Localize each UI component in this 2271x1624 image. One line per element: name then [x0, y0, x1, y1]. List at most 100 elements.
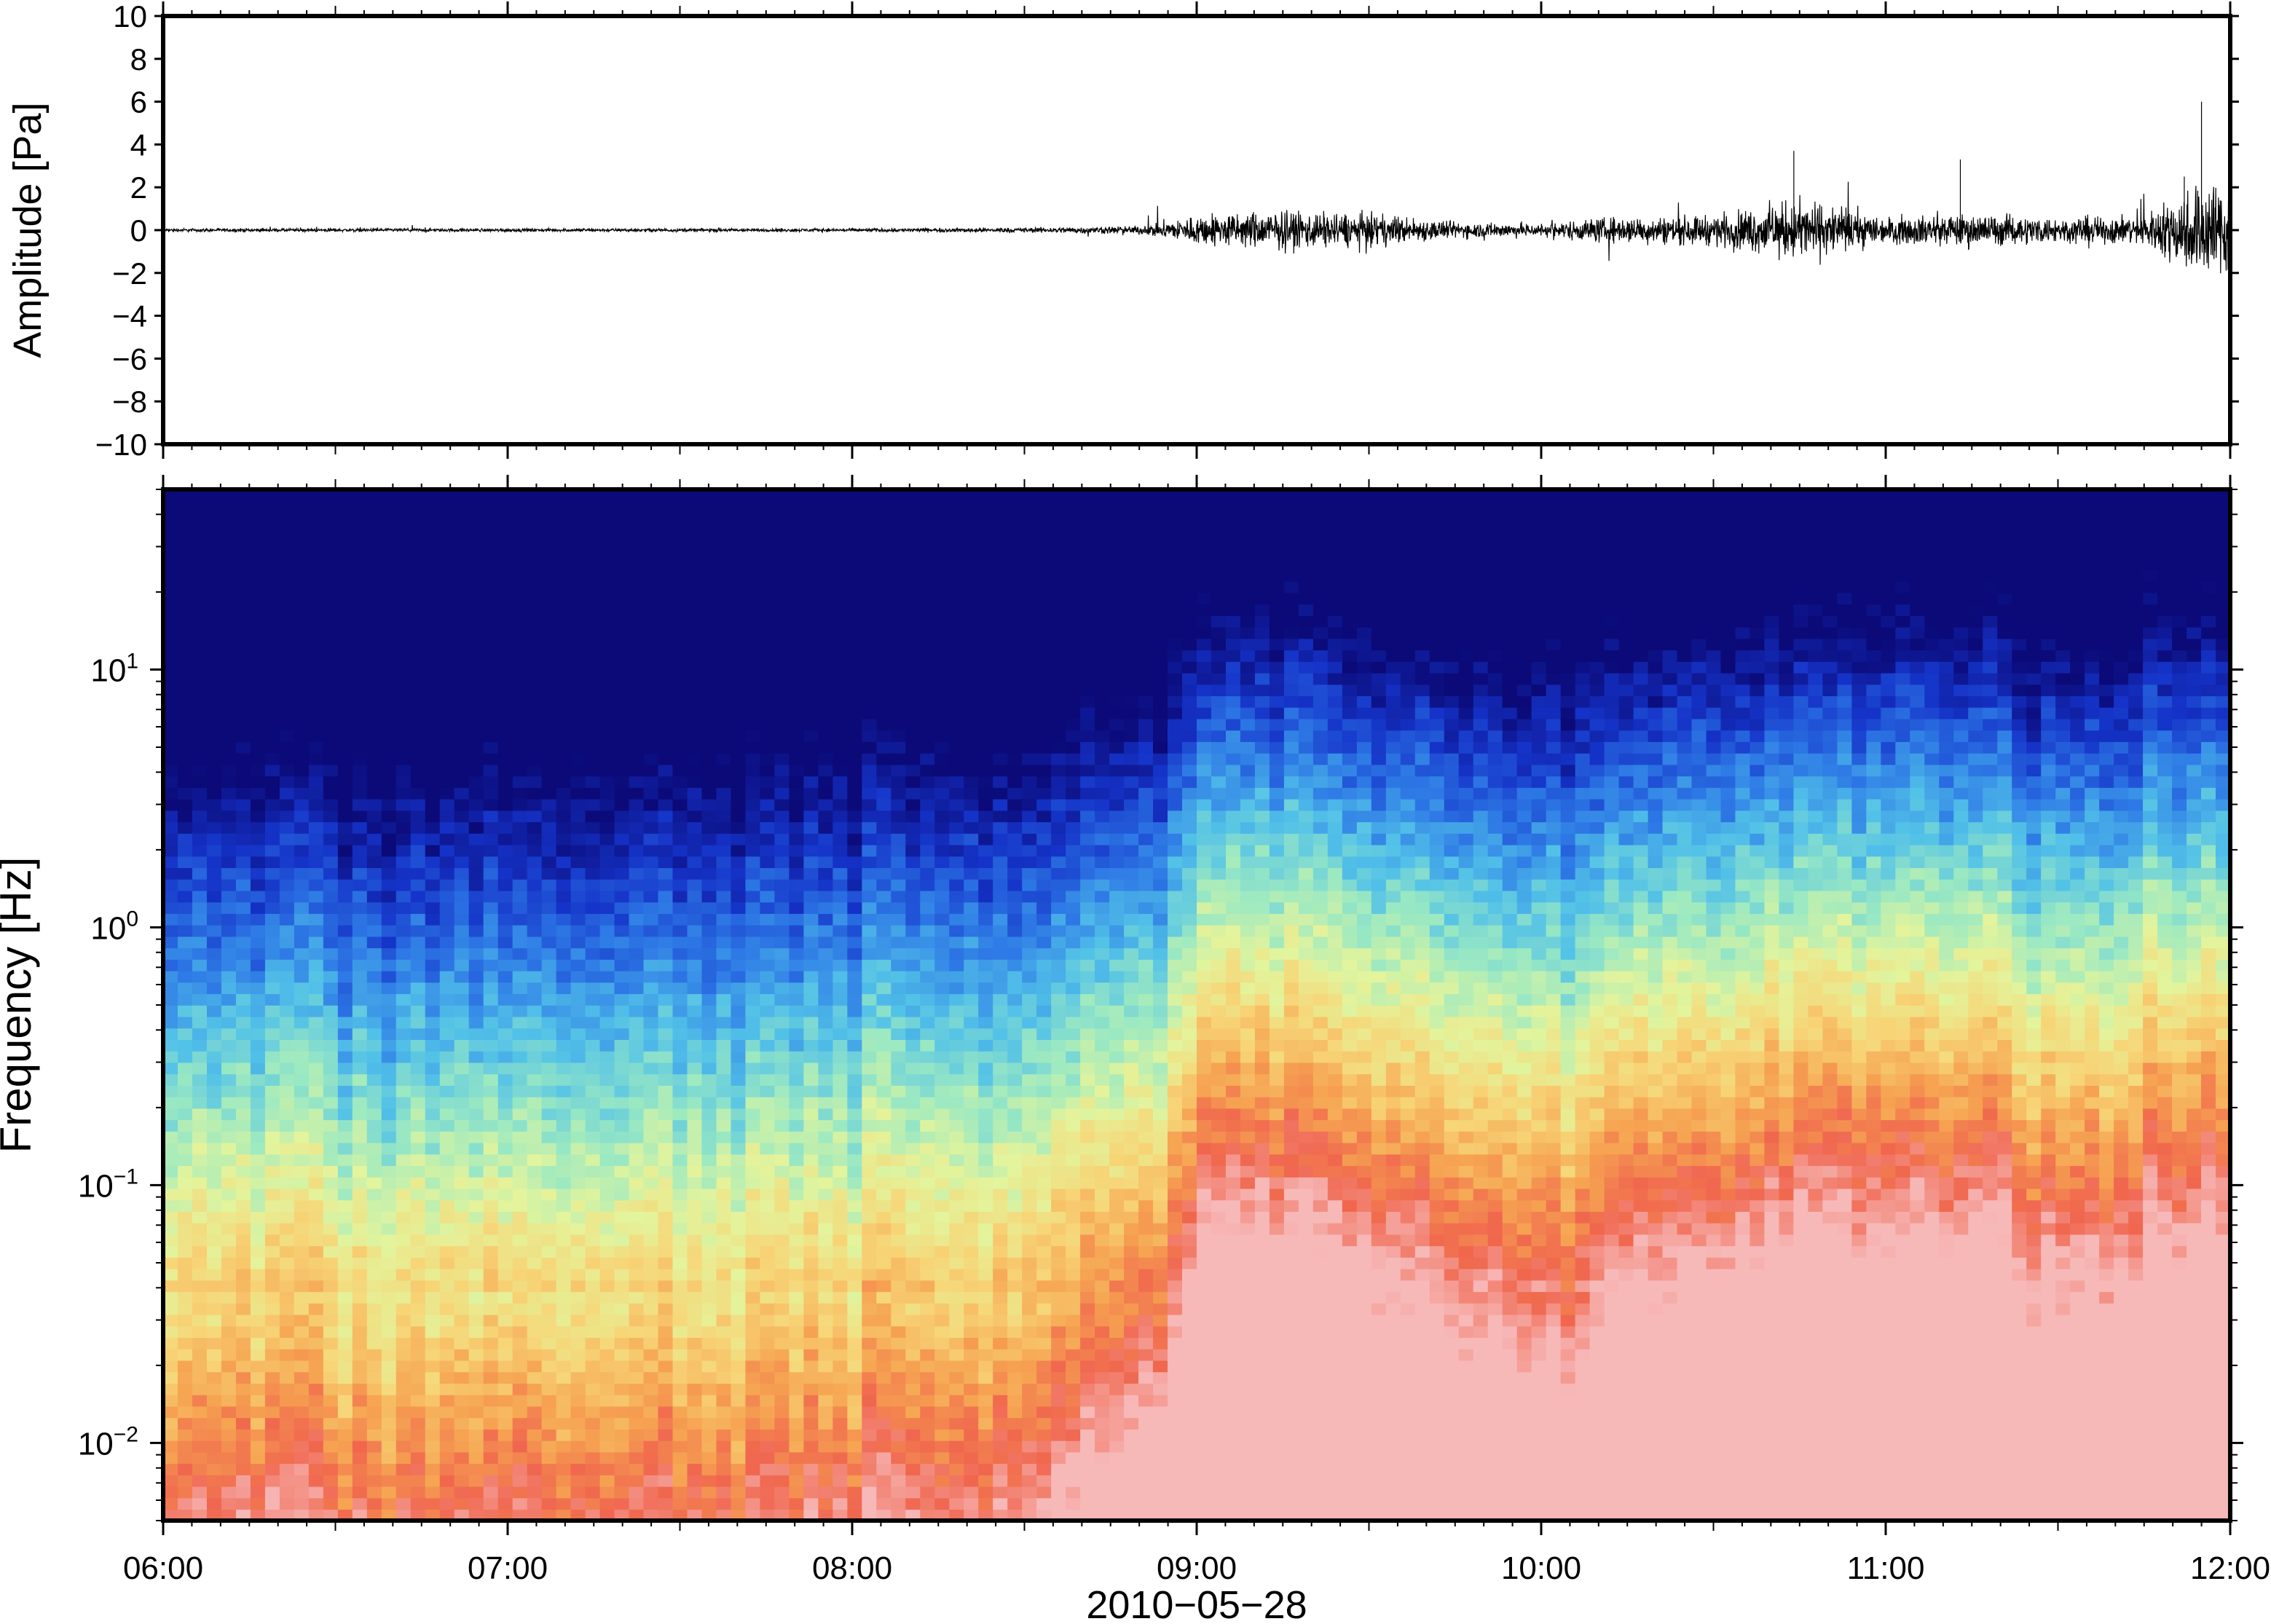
spectrogram-cell	[760, 1463, 776, 1475]
spectrogram-cell	[323, 546, 339, 559]
spectrogram-cell	[264, 1119, 280, 1132]
spectrogram-cell	[439, 1108, 455, 1121]
spectrogram-cell	[818, 604, 834, 616]
spectrogram-cell	[308, 672, 324, 685]
spectrogram-cell	[468, 741, 484, 754]
spectrogram-cell	[294, 1245, 310, 1258]
spectrogram-cell	[163, 1142, 178, 1155]
spectrogram-cell	[192, 1131, 208, 1143]
spectrogram-cell	[250, 672, 266, 685]
spectrogram-cell	[527, 535, 543, 548]
spectrogram-cell	[206, 524, 222, 536]
spectrogram-cell	[599, 535, 615, 548]
spectrogram-cell	[483, 1211, 499, 1223]
spectrogram-cell	[833, 638, 849, 651]
spectrogram-cell	[177, 1005, 193, 1017]
spectrogram-cell	[235, 1154, 251, 1167]
spectrogram-cell	[803, 776, 819, 788]
spectrogram-cell	[731, 695, 747, 708]
spectrogram-cell	[629, 638, 645, 651]
spectrogram-cell	[294, 730, 310, 742]
spectrogram-cell	[599, 1314, 615, 1327]
spectrogram-cell	[454, 1005, 470, 1017]
spectrogram-cell	[235, 546, 251, 559]
spectrogram-cell	[425, 776, 441, 788]
spectrogram-cell	[264, 1291, 280, 1304]
spectrogram-cell	[395, 1429, 412, 1441]
spectrogram-cell	[250, 546, 266, 559]
spectrogram-cell	[512, 1406, 528, 1419]
spectrogram-cell	[323, 1142, 339, 1155]
spectrogram-cell	[192, 512, 208, 524]
spectrogram-cell	[279, 947, 295, 960]
spectrogram-cell	[163, 661, 178, 674]
spectrogram-cell	[425, 546, 441, 559]
spectrogram-cell	[264, 798, 280, 811]
spectrogram-cell	[672, 787, 688, 800]
spectrogram-cell	[833, 1131, 849, 1143]
spectrogram-cell	[731, 1475, 747, 1487]
spectrogram-cell	[731, 1005, 747, 1017]
spectrogram-cell	[294, 890, 310, 903]
spectrogram-cell	[599, 1383, 615, 1395]
spectrogram-cell	[381, 592, 397, 605]
spectrogram-cell	[541, 1440, 557, 1453]
spectrogram-cell	[614, 878, 630, 891]
spectrogram-cell	[352, 718, 368, 731]
spectrogram-cell	[352, 604, 368, 616]
spectrogram-cell	[366, 638, 382, 651]
spectrogram-cell	[833, 1073, 849, 1086]
spectrogram-cell	[789, 1440, 805, 1453]
spectrogram-cell	[920, 1050, 936, 1063]
spectrogram-cell	[250, 580, 266, 594]
spectrogram-cell	[891, 776, 907, 788]
spectrogram-cell	[381, 867, 397, 880]
spectrogram-cell	[352, 890, 368, 903]
spectrogram-cell	[352, 1199, 368, 1212]
spectrogram-cell	[614, 1108, 630, 1121]
spectrogram-cell	[395, 1108, 412, 1121]
spectrogram-cell	[818, 1291, 834, 1304]
spectrogram-cell	[177, 1325, 193, 1339]
spectrogram-cell	[803, 569, 819, 582]
spectrogram-cell	[614, 913, 630, 926]
spectrogram-cell	[439, 982, 455, 995]
spectrogram-cell	[206, 1005, 222, 1017]
spectrogram-cell	[556, 489, 572, 502]
spectrogram-cell	[905, 993, 921, 1006]
spectrogram-cell	[731, 1028, 747, 1040]
spectrogram-cell	[323, 558, 339, 570]
spectrogram-cell	[614, 867, 630, 880]
spectrogram-cell	[833, 1451, 849, 1465]
spectrogram-cell	[439, 1050, 455, 1063]
spectrogram-cell	[570, 580, 586, 594]
spectrogram-cell	[658, 947, 674, 960]
spectrogram-cell	[381, 947, 397, 960]
spectrogram-cell	[760, 752, 776, 765]
spectrogram-cell	[570, 1234, 586, 1247]
spectrogram-cell	[745, 615, 761, 628]
spectrogram-cell	[192, 1245, 208, 1258]
spectrogram-cell	[439, 867, 455, 880]
spectrogram-cell	[614, 1016, 630, 1029]
spectrogram-cell	[352, 1016, 368, 1029]
spectrogram-cell	[760, 821, 776, 834]
spectrogram-cell	[468, 1314, 484, 1327]
spectrogram-cell	[774, 798, 790, 811]
spectrogram-cell	[862, 810, 878, 823]
spectrogram-cell	[221, 638, 237, 651]
spectrogram-cell	[701, 1268, 717, 1281]
spectrogram-cell	[279, 1406, 295, 1419]
spectrogram-cell	[366, 1463, 382, 1475]
spectrogram-cell	[527, 1314, 543, 1327]
spectrogram-cell	[337, 993, 353, 1006]
spectrogram-cell	[716, 1325, 732, 1339]
spectrogram-cell	[905, 833, 921, 845]
spectrogram-cell	[789, 1325, 805, 1339]
spectrogram-cell	[425, 1154, 441, 1167]
spectrogram-cell	[468, 1073, 484, 1086]
spectrogram-cell	[366, 512, 382, 524]
spectrogram-cell	[818, 1268, 834, 1281]
spectrogram-cell	[235, 1475, 251, 1487]
spectrogram-cell	[731, 638, 747, 651]
